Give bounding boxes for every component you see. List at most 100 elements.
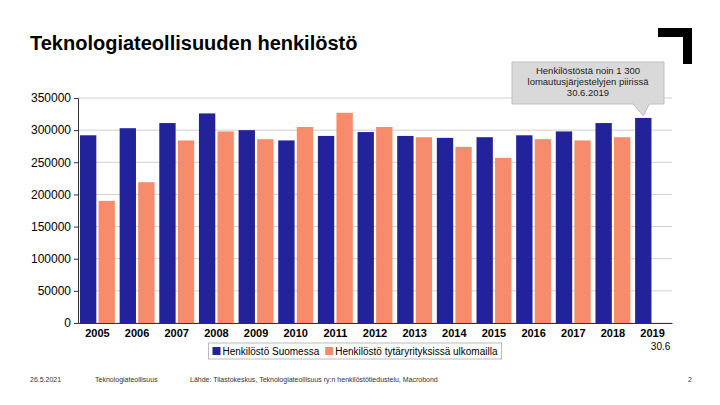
footer-text: Teknologiateollisuus <box>95 376 158 384</box>
x-tick: 2018 <box>601 327 625 339</box>
x-tick: 2016 <box>521 327 545 339</box>
y-axis: 0 50000 100000 150000 200000 250000 300000 3500… <box>31 91 79 330</box>
y-tick-label: 250000 <box>31 156 71 170</box>
y-tick: 200000 <box>31 188 78 202</box>
bar <box>257 139 273 323</box>
bar <box>297 127 313 323</box>
x-tick-label: 2012 <box>363 327 387 339</box>
bar <box>495 158 511 323</box>
y-tick: 300000 <box>31 123 78 137</box>
grid <box>78 98 672 323</box>
y-tick-mark <box>74 162 78 163</box>
callout-text: Henkilöstöstä noin 1 300lomautusjärjeste… <box>528 65 650 98</box>
x-tick: 2010 <box>283 327 307 339</box>
footer-text: 26.5.2021 <box>30 376 61 383</box>
x-tick-label: 2005 <box>85 327 109 339</box>
bar <box>239 130 255 323</box>
bar <box>516 135 532 323</box>
legend-label: Henkilöstö tytäryrityksissä ulkomailla <box>335 346 498 357</box>
bar <box>99 201 115 323</box>
y-axis-line <box>74 99 79 324</box>
y-tick-label: 150000 <box>31 220 71 234</box>
y-tick-mark <box>74 130 78 131</box>
y-tick: 50000 <box>38 284 78 298</box>
date-note: 30.6 <box>651 341 671 352</box>
title: Teknologiateollisuuden henkilöstö <box>30 32 357 54</box>
x-tick: 2011 <box>323 327 347 339</box>
x-tick-label: 2013 <box>402 327 426 339</box>
bar <box>218 131 234 323</box>
footer-text: 2 <box>688 376 692 383</box>
y-tick: 100000 <box>31 252 78 266</box>
legend-swatch <box>213 347 221 355</box>
logo <box>658 28 692 64</box>
x-tick: 2009 <box>244 327 268 339</box>
bar <box>336 113 352 323</box>
legend-item: Henkilöstö Suomessa <box>213 346 320 357</box>
bar <box>358 132 374 323</box>
footer-text: Lähde: Tilastokeskus, Teknologiateollisu… <box>190 376 438 384</box>
x-tick-label: 2008 <box>204 327 228 339</box>
bar <box>138 182 154 323</box>
bar <box>376 127 392 323</box>
y-tick-label: 300000 <box>31 123 71 137</box>
bar <box>455 147 471 323</box>
x-axis: 2005 2006 2007 2008 2009 2010 2011 2012 2013 2014… <box>79 324 673 339</box>
bar <box>574 140 590 323</box>
bar <box>159 123 175 323</box>
legend: Henkilöstö Suomessa Henkilöstö tytäryrity… <box>209 343 502 359</box>
y-tick-label: 50000 <box>38 284 72 298</box>
bar <box>477 137 493 323</box>
y-tick-mark <box>74 323 78 324</box>
x-tick: 2013 <box>402 327 426 339</box>
bar <box>80 135 96 323</box>
bar <box>437 138 453 323</box>
y-tick: 0 <box>64 316 78 330</box>
y-tick-label: 200000 <box>31 188 71 202</box>
x-tick-label: 2011 <box>323 327 347 339</box>
x-tick-label: 2017 <box>561 327 585 339</box>
y-tick: 250000 <box>31 156 78 170</box>
x-tick: 2006 <box>125 327 149 339</box>
y-tick-mark <box>74 98 78 99</box>
x-tick-label: 2019 <box>640 327 664 339</box>
bar <box>178 140 194 323</box>
y-tick-mark <box>74 291 78 292</box>
x-tick: 2012 <box>363 327 387 339</box>
callout-box <box>512 62 664 116</box>
bar <box>318 136 334 323</box>
y-tick-mark <box>74 227 78 228</box>
y-tick-mark <box>74 194 78 195</box>
y-tick: 150000 <box>31 220 78 234</box>
x-tick-label: 2016 <box>521 327 545 339</box>
x-tick-label: 2014 <box>442 327 467 339</box>
slide: Teknologiateollisuuden henkilöstö 0 50000 1… <box>0 0 720 405</box>
y-tick-label: 0 <box>64 316 71 330</box>
x-tick: 2014 <box>442 327 467 339</box>
x-tick-label: 2007 <box>164 327 188 339</box>
bar <box>416 137 432 323</box>
y-tick-label: 100000 <box>31 252 71 266</box>
bar <box>595 123 611 323</box>
bar <box>397 136 413 323</box>
callout: Henkilöstöstä noin 1 300lomautusjärjeste… <box>512 62 664 116</box>
bar <box>120 128 136 323</box>
x-tick: 2019 <box>640 327 664 339</box>
x-tick: 2017 <box>561 327 585 339</box>
bar <box>635 118 651 323</box>
x-tick-label: 2010 <box>283 327 307 339</box>
bar <box>556 131 572 323</box>
bar <box>199 113 215 323</box>
y-tick-label: 350000 <box>31 91 71 105</box>
y-tick-mark <box>74 259 78 260</box>
legend-swatch <box>325 347 333 355</box>
x-tick-label: 2009 <box>244 327 268 339</box>
bar <box>278 140 294 323</box>
x-tick: 2007 <box>164 327 188 339</box>
x-tick-label: 2006 <box>125 327 149 339</box>
legend-box <box>209 343 502 359</box>
legend-label: Henkilöstö Suomessa <box>223 346 320 357</box>
x-tick-label: 2018 <box>601 327 625 339</box>
bar <box>614 137 630 323</box>
x-axis-line <box>79 323 673 324</box>
